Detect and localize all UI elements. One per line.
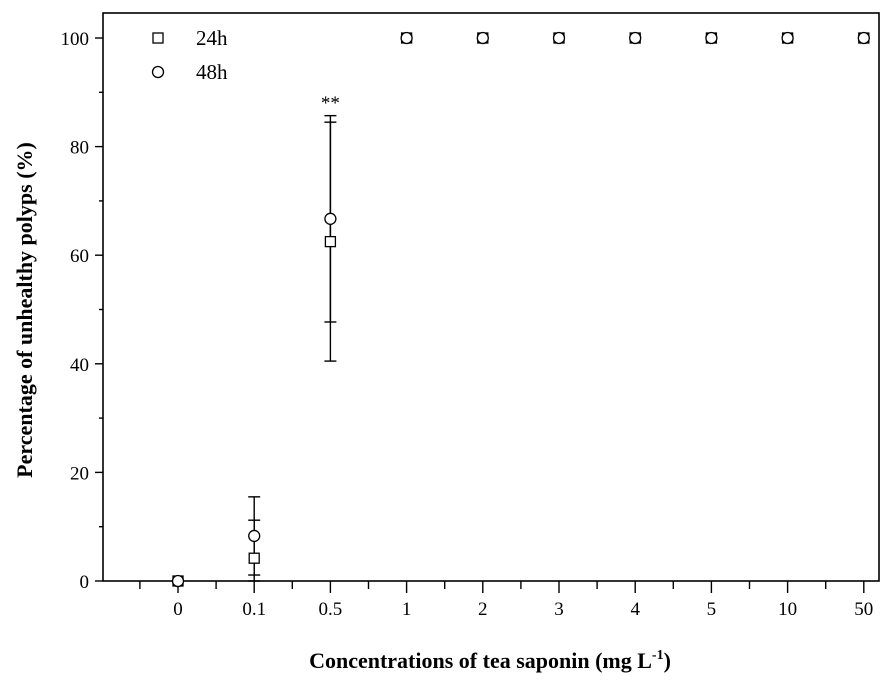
x-tick-label: 0.5 [319,599,343,620]
data-point-24h [248,552,260,564]
y-tick-label: 40 [70,355,89,376]
data-point-48h [781,31,794,45]
x-axis-title-superscript: -1 [652,648,664,663]
x-tick-label: 1 [402,599,412,620]
plot-frame [102,12,880,582]
legend-label: 24h [196,26,228,50]
x-tick-label: 0 [173,599,183,620]
data-point-48h [476,31,489,45]
x-axis-title: Concentrations of tea saponin (mg L-1) [309,648,671,673]
data-point-48h [324,212,337,225]
x-tick-label: 0.1 [242,599,266,620]
y-tick-label: 0 [80,572,90,593]
x-tick-label: 5 [707,599,717,620]
y-tick-label: 80 [70,138,89,159]
x-tick-label: 10 [778,599,797,620]
y-tick-label: 60 [70,246,89,267]
x-axis-title-suffix: ) [664,648,671,673]
legend-circle-marker [151,65,165,79]
data-point-48h [552,31,566,45]
significance-annotation: ** [321,93,340,114]
legend-square-marker [152,32,164,44]
data-point-48h [705,31,718,45]
x-tick-label: 2 [478,599,488,620]
x-tick-label: 4 [630,599,640,620]
data-point-48h [171,574,185,588]
legend-entry: 48h [151,60,228,84]
x-tick-label: 50 [854,599,873,620]
x-axis-title-main: Concentrations of tea saponin (mg L [309,648,652,673]
legend-entry: 24h [152,26,228,50]
data-point-48h [857,31,870,45]
data-point-48h [400,31,413,45]
data-point-48h [248,529,261,543]
y-axis-title: Percentage of unhealthy polyps (%) [12,142,37,478]
x-tick-label: 3 [554,599,564,620]
y-tick-label: 100 [61,29,90,50]
data-point-48h [629,31,642,45]
y-tick-label: 20 [70,463,89,484]
legend-label: 48h [196,60,228,84]
data-point-24h [324,235,337,248]
